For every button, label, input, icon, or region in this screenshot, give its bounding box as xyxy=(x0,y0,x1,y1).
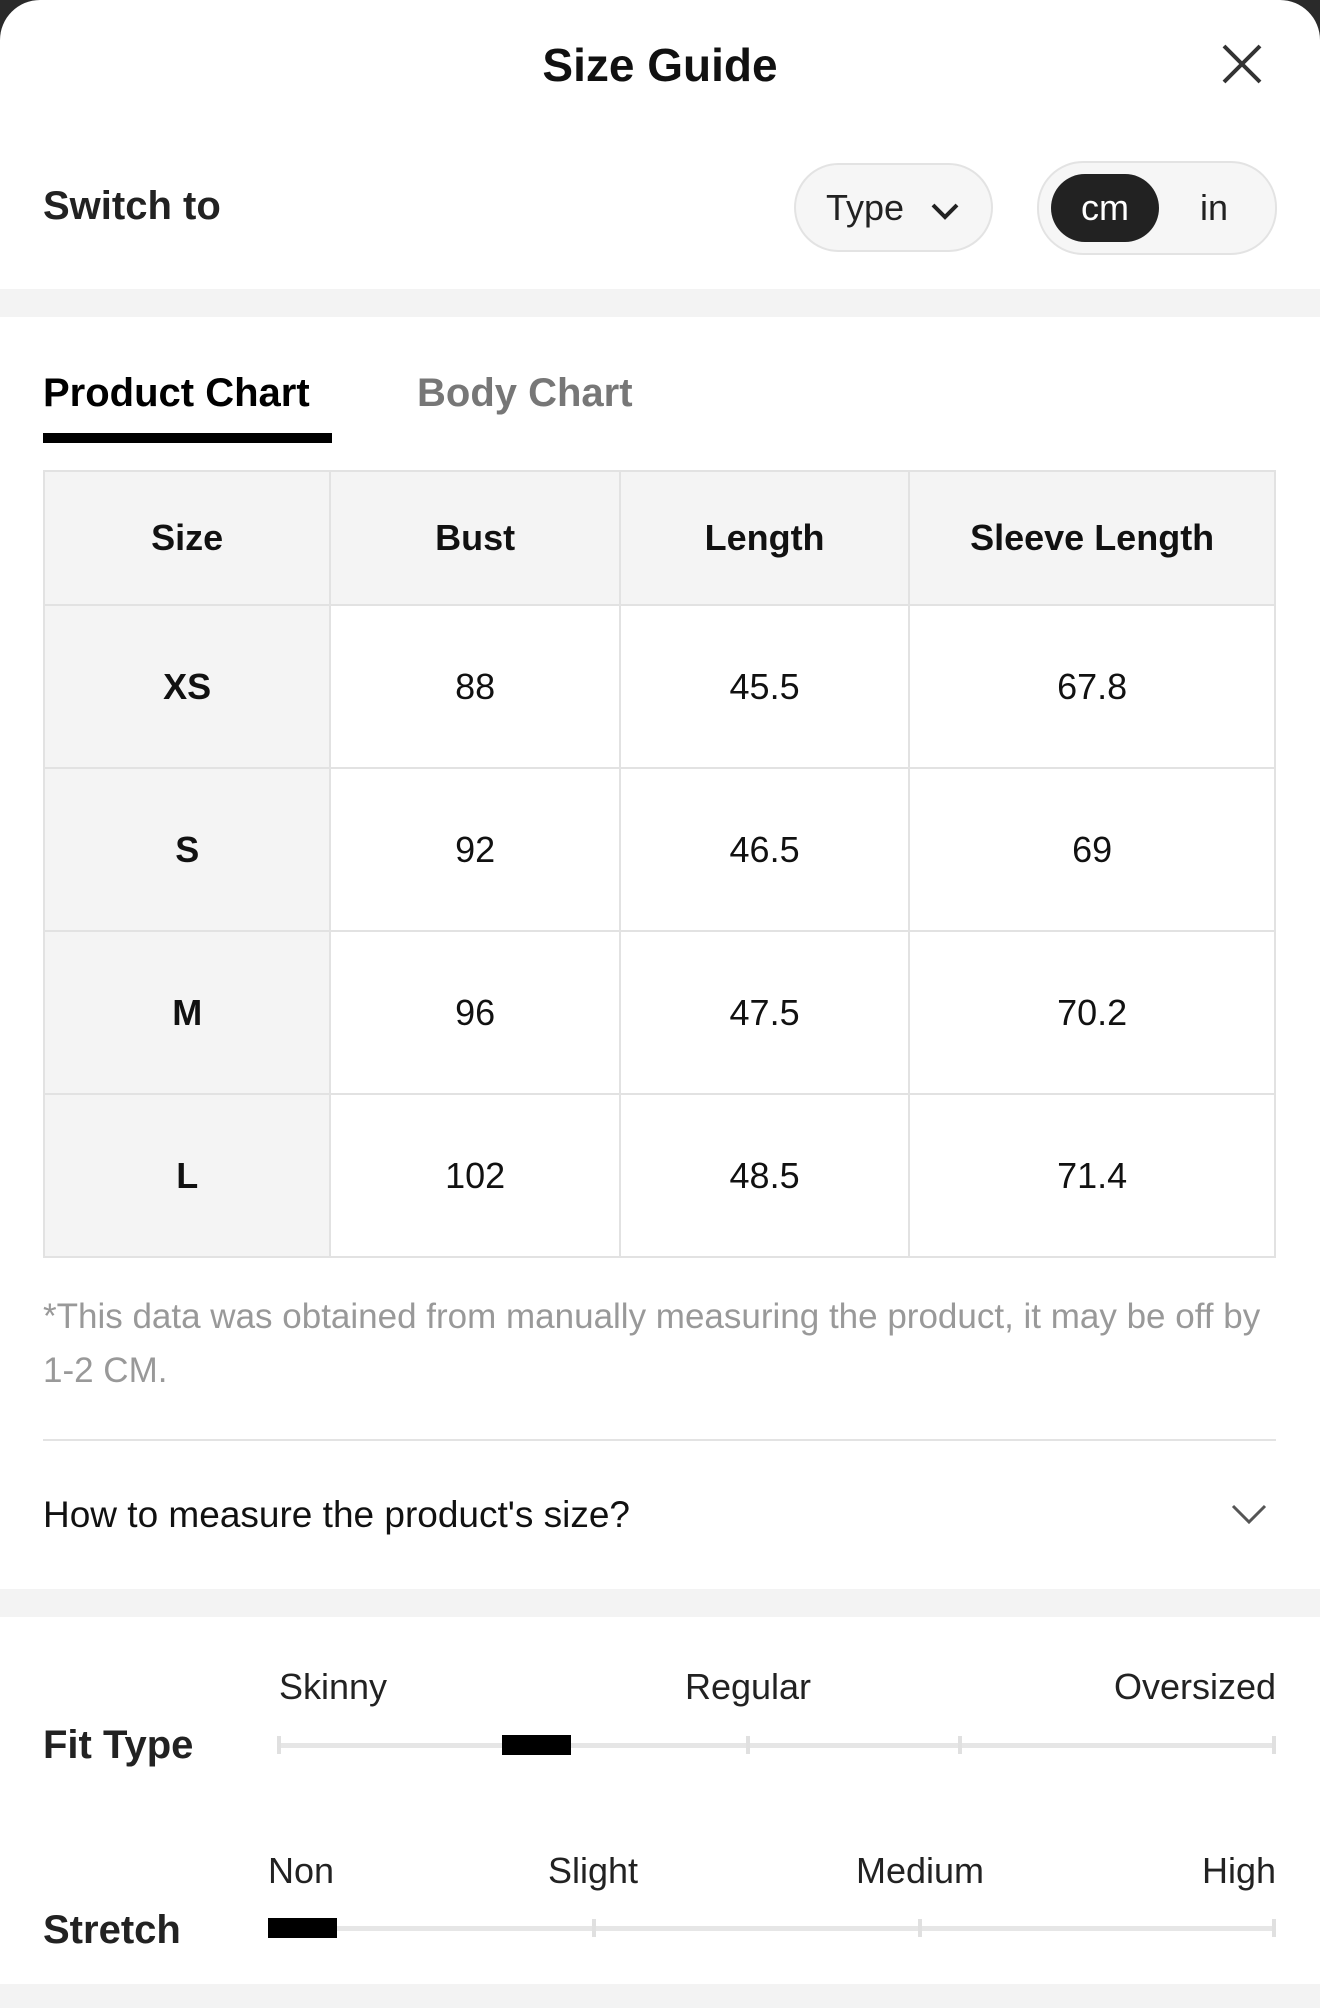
header-row: Size Bust Length Sleeve Length xyxy=(42,470,1276,606)
divider xyxy=(43,1439,1276,1441)
track-tick xyxy=(918,1919,922,1937)
measure-cell: 46.5 xyxy=(618,767,911,932)
type-dropdown[interactable]: Type xyxy=(794,163,993,252)
column-header: Bust xyxy=(329,470,621,606)
size-cell: S xyxy=(42,767,332,932)
column-header: Size xyxy=(42,470,332,606)
measure-cell: 71.4 xyxy=(908,1093,1276,1258)
size-cell: M xyxy=(42,930,332,1095)
size-cell: L xyxy=(42,1093,332,1258)
separator xyxy=(0,289,1320,317)
separator xyxy=(0,1589,1320,1617)
unit-toggle: cm in xyxy=(1037,161,1277,255)
track-tick xyxy=(746,1736,750,1754)
measure-toggle[interactable]: How to measure the product's size? xyxy=(43,1494,631,1535)
measure-cell: 96 xyxy=(329,930,621,1095)
table-row: L 102 48.5 71.4 xyxy=(42,1093,1276,1258)
close-button[interactable] xyxy=(1222,44,1262,84)
note: *This data was obtained from manually me… xyxy=(43,1297,1261,1390)
switch-label: Switch to xyxy=(43,184,221,228)
type-label: Type xyxy=(826,187,905,228)
unit-cm[interactable]: cm xyxy=(1051,174,1159,242)
fit-level: Skinny xyxy=(278,1666,388,1707)
stretch-marker xyxy=(268,1918,337,1938)
tab[interactable]: Body Chart xyxy=(417,371,633,415)
measure-cell: 70.2 xyxy=(908,930,1276,1095)
separator xyxy=(0,1984,1320,2008)
fit-level: Regular xyxy=(684,1666,812,1707)
table-row: XS 88 45.5 67.8 xyxy=(42,604,1276,769)
measure-cell: 102 xyxy=(329,1093,621,1258)
track-tick xyxy=(592,1919,596,1937)
measure-cell: 69 xyxy=(908,767,1276,932)
unit-in[interactable]: in xyxy=(1199,187,1229,228)
fit-marker xyxy=(502,1735,571,1755)
size-cell: XS xyxy=(42,604,332,769)
stretch-track xyxy=(268,1926,1276,1931)
title: Size Guide xyxy=(542,39,778,91)
measure-cell: 88 xyxy=(329,604,621,769)
stretch-level: Non xyxy=(267,1850,335,1891)
measure-cell: 48.5 xyxy=(618,1093,911,1258)
track-tick xyxy=(277,1736,281,1754)
stretch-level: High xyxy=(1201,1850,1276,1891)
tab-active[interactable]: Product Chart xyxy=(43,371,310,415)
track-tick xyxy=(1272,1736,1276,1754)
fit-level: Oversized xyxy=(1113,1666,1276,1707)
column-header: Sleeve Length xyxy=(908,470,1276,606)
stretch-level: Medium xyxy=(855,1850,985,1891)
measure-cell: 92 xyxy=(329,767,621,932)
track-tick xyxy=(1272,1919,1276,1937)
chevron xyxy=(931,203,959,220)
measure-cell: 47.5 xyxy=(618,930,911,1095)
size-table: Size Bust Length Sleeve Length XS 88 45.5 67.8 S… xyxy=(42,470,1276,1258)
table-row: S 92 46.5 69 xyxy=(42,767,1276,932)
stretch-level: Slight xyxy=(547,1850,639,1891)
fit-label: Fit Type xyxy=(43,1723,194,1767)
track-tick xyxy=(958,1736,962,1754)
fit-track xyxy=(279,1743,1276,1748)
stretch-label: Stretch xyxy=(43,1908,181,1952)
column-header: Length xyxy=(618,470,911,606)
measure-cell: 45.5 xyxy=(618,604,911,769)
measure-cell: 67.8 xyxy=(908,604,1276,769)
table-row: M 96 47.5 70.2 xyxy=(42,930,1276,1095)
tab-underline xyxy=(43,433,332,443)
chevron xyxy=(1231,1504,1267,1525)
